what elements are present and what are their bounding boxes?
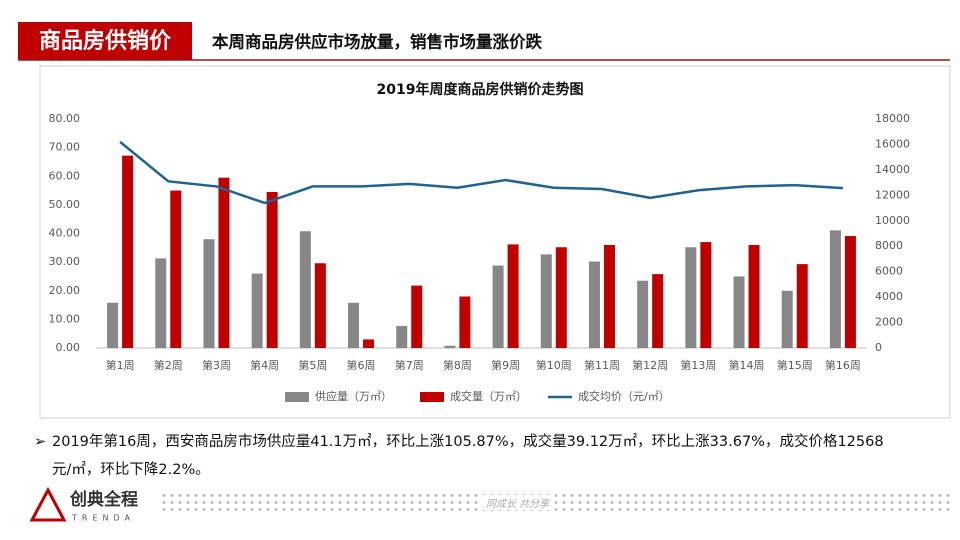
header-tag: 商品房供销价 — [39, 28, 172, 54]
bar — [266, 191, 278, 348]
bar — [444, 345, 456, 348]
x-tick-label: 第14周 — [729, 358, 765, 372]
bar — [348, 302, 360, 348]
bar — [459, 296, 471, 348]
chart-frame — [39, 65, 951, 419]
bar — [411, 285, 423, 348]
bar — [170, 190, 182, 348]
bar — [700, 242, 712, 348]
x-tick-label: 第15周 — [777, 358, 813, 372]
bar — [363, 339, 375, 348]
bullet-arrow: ➢ — [34, 434, 47, 450]
x-tick-label: 第4周 — [250, 358, 279, 372]
x-tick-label: 第13周 — [680, 358, 716, 372]
x-tick-label: 第3周 — [202, 358, 231, 372]
logo: 创典全程 TRENDA — [30, 486, 138, 523]
x-tick-label: 第11周 — [584, 358, 620, 372]
x-tick-label: 第2周 — [154, 358, 183, 372]
bar — [251, 273, 263, 348]
bullet-text: 2019年第16周，西安商品房市场供应量41.1万㎡，环比上涨105.87%，成… — [52, 434, 884, 478]
bar — [314, 263, 326, 348]
x-tick-label: 第8周 — [443, 358, 472, 372]
y-tick-label: 80.00 — [49, 112, 81, 125]
bar — [652, 274, 664, 348]
y2-tick-label: 14000 — [875, 163, 910, 176]
x-tick-label: 第6周 — [347, 358, 376, 372]
bar — [122, 155, 134, 348]
headline: 本周商品房供应市场放量，销售市场量涨价跌 — [212, 32, 543, 52]
y2-tick-label: 6000 — [875, 265, 903, 278]
y-tick-label: 0.00 — [56, 341, 81, 354]
bar — [844, 236, 856, 348]
y-tick-label: 70.00 — [49, 141, 81, 154]
bullet: ➢ 2019年第16周，西安商品房市场供应量41.1万㎡，环比上涨105.87%，… — [34, 428, 902, 484]
bar — [637, 280, 649, 348]
bar — [492, 265, 504, 348]
bar — [218, 177, 230, 348]
bar — [588, 261, 600, 348]
chart-title: 2019年周度商品房供销价走势图 — [377, 81, 584, 98]
brand: 创典全程 — [69, 489, 138, 510]
bar — [829, 230, 841, 348]
y2-tick-label: 16000 — [875, 137, 910, 150]
legend-swatch — [285, 392, 309, 402]
bar — [781, 290, 793, 348]
legend-swatch — [420, 392, 444, 402]
y-tick-label: 60.00 — [49, 169, 81, 182]
x-tick-label: 第10周 — [536, 358, 572, 372]
x-tick-label: 第7周 — [395, 358, 424, 372]
x-tick-label: 第1周 — [106, 358, 135, 372]
x-tick-label: 第16周 — [825, 358, 861, 372]
x-tick-label: 第9周 — [491, 358, 520, 372]
y2-tick-label: 2000 — [875, 316, 903, 329]
bar — [299, 231, 311, 348]
legend-label: 供应量（万㎡） — [315, 389, 392, 403]
y2-tick-label: 4000 — [875, 290, 903, 303]
y2-tick-label: 0 — [875, 341, 882, 354]
bar — [748, 244, 760, 348]
price-line — [119, 140, 843, 205]
x-tick-label: 第12周 — [632, 358, 668, 372]
slide: 商品房供销价 本周商品房供应市场放量，销售市场量涨价跌 2019年周度商品房供销… — [18, 22, 951, 419]
bar — [203, 239, 215, 348]
bar — [603, 244, 615, 348]
y-tick-label: 10.00 — [49, 312, 81, 325]
y-tick-label: 40.00 — [49, 227, 81, 240]
y2-tick-label: 12000 — [875, 188, 910, 201]
y2-tick-label: 8000 — [875, 239, 903, 252]
bar — [396, 325, 408, 348]
bar — [685, 247, 697, 348]
logo-mark — [30, 486, 67, 522]
tag-box — [18, 22, 192, 60]
bar — [733, 276, 745, 348]
y2-tick-label: 10000 — [875, 214, 910, 227]
legend-label: 成交量（万㎡） — [450, 389, 527, 403]
bar — [555, 247, 567, 348]
brand-en: TRENDA — [71, 514, 135, 523]
bar — [507, 244, 519, 348]
bar — [107, 302, 119, 348]
legend-label: 成交均价（元/㎡） — [578, 389, 670, 403]
x-tick-label: 第5周 — [298, 358, 327, 372]
slogan: 同成长 共分享 — [480, 495, 556, 510]
y-tick-label: 50.00 — [49, 198, 81, 211]
bar — [540, 254, 552, 348]
bar — [155, 258, 167, 348]
y-tick-label: 30.00 — [49, 255, 81, 268]
bar — [796, 264, 808, 348]
y-tick-label: 20.00 — [49, 284, 81, 297]
y2-tick-label: 18000 — [875, 112, 910, 125]
